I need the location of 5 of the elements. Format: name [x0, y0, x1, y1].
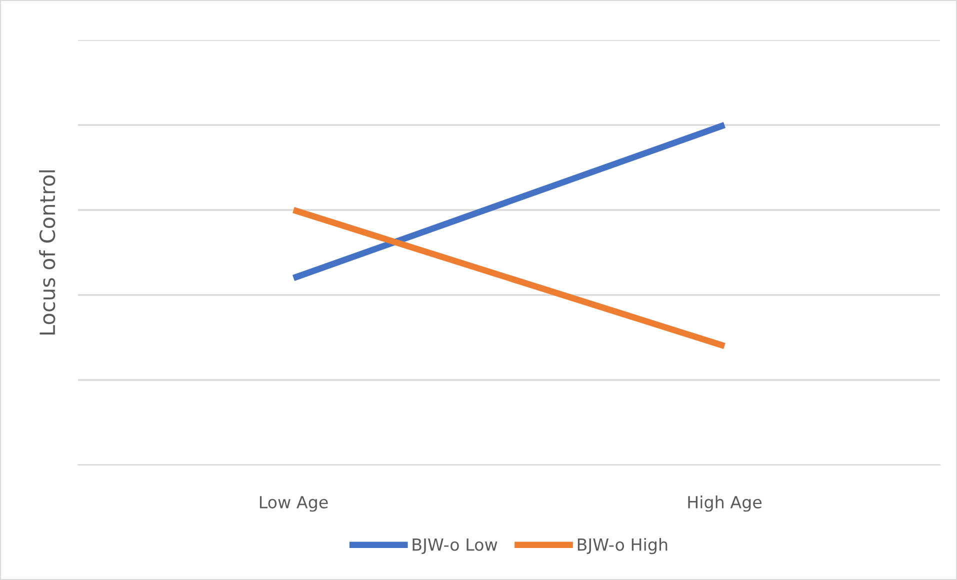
legend-label: BJW-o High — [578, 538, 668, 554]
x-tick-label: Low Age — [260, 496, 328, 512]
y-axis-title: Locus of Control — [39, 170, 56, 335]
x-tick-label: High Age — [688, 496, 762, 512]
legend-label: BJW-o Low — [412, 538, 498, 554]
